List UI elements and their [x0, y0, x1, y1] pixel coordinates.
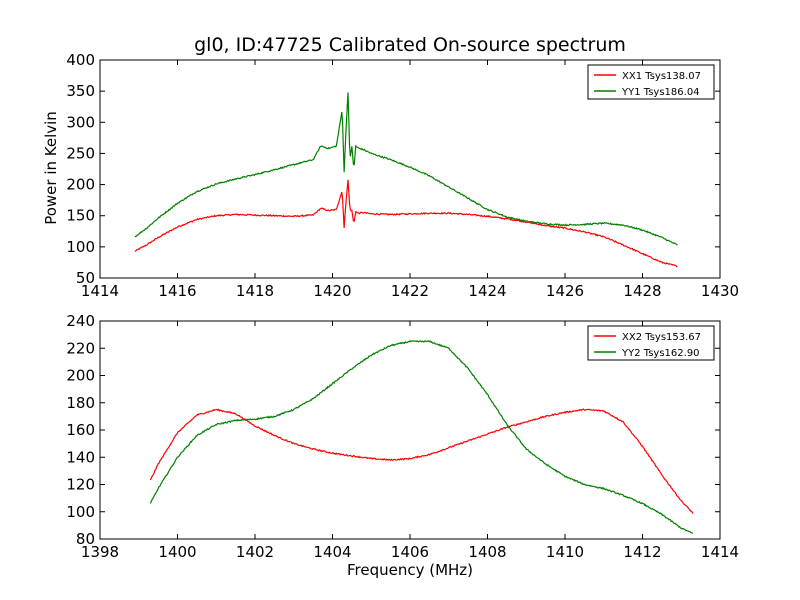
y-tick-label: 120 — [66, 476, 95, 494]
series-line-top-2 — [134, 92, 678, 246]
x-tick-label: 1406 — [391, 543, 429, 561]
x-tick-label: 1414 — [81, 282, 119, 300]
y-tick-label: 160 — [66, 421, 95, 439]
series-line-bottom-2 — [149, 339, 694, 534]
legend-label: YY1 Tsys186.04 — [621, 87, 700, 98]
x-tick-label: 1430 — [701, 282, 739, 300]
y-tick-label: 200 — [66, 176, 95, 194]
y-tick-label: 220 — [66, 339, 95, 357]
x-tick-label: 1408 — [468, 543, 506, 561]
x-tick-label: 1416 — [158, 282, 196, 300]
x-tick-label: 1428 — [623, 282, 661, 300]
y-tick-label: 100 — [66, 503, 95, 521]
chart-title: gl0, ID:47725 Calibrated On-source spect… — [194, 34, 626, 56]
legend-label: XX1 Tsys138.07 — [622, 71, 701, 82]
series-line-bottom-1 — [149, 408, 694, 514]
x-tick-label: 1404 — [313, 543, 351, 561]
x-tick-label: 1418 — [236, 282, 274, 300]
x-tick-label: 1424 — [468, 282, 506, 300]
x-tick-label: 1426 — [546, 282, 584, 300]
y-tick-label: 100 — [66, 238, 95, 256]
y-tick-label: 350 — [66, 82, 95, 100]
y-tick-label: 80 — [76, 530, 95, 548]
y-tick-label: 300 — [66, 113, 95, 131]
y-tick-label: 50 — [76, 269, 95, 287]
x-tick-label: 1414 — [701, 543, 739, 561]
x-tick-label: 1412 — [623, 543, 661, 561]
legend-box — [587, 325, 715, 361]
x-tick-label: 1420 — [313, 282, 351, 300]
series-line-top-1 — [134, 179, 678, 268]
x-axis-label: Frequency (MHz) — [346, 561, 474, 579]
y-tick-label: 250 — [66, 144, 95, 162]
y-tick-label: 180 — [66, 394, 95, 412]
legend-label: XX2 Tsys153.67 — [622, 332, 701, 343]
legend-box — [587, 64, 715, 100]
x-tick-label: 1398 — [81, 543, 119, 561]
x-tick-label: 1422 — [391, 282, 429, 300]
x-tick-label: 1402 — [236, 543, 274, 561]
legend-label: YY2 Tsys162.90 — [621, 348, 700, 359]
y-tick-label: 150 — [66, 207, 95, 225]
y-tick-label: 240 — [66, 312, 95, 330]
y-tick-label: 200 — [66, 367, 95, 385]
x-tick-label: 1410 — [546, 543, 584, 561]
x-tick-label: 1400 — [158, 543, 196, 561]
y-tick-label: 140 — [66, 448, 95, 466]
y-tick-label: 400 — [66, 51, 95, 69]
